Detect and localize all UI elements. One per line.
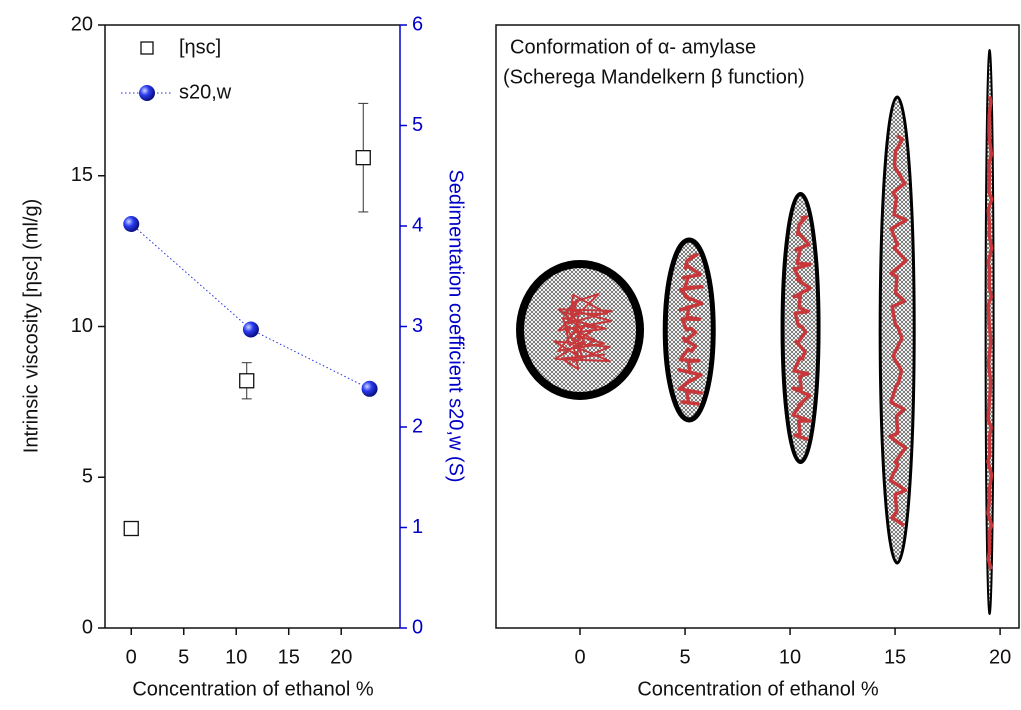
chain	[677, 252, 704, 406]
y2-tick-label: 6	[412, 13, 423, 35]
y-tick-label: 5	[82, 466, 93, 488]
molecule	[878, 95, 916, 565]
legend-marker	[139, 85, 155, 101]
y2-tick-label: 4	[412, 214, 423, 236]
molecule	[984, 49, 995, 615]
x-axis-label: Concentration of ethanol %	[132, 678, 373, 700]
x-tick-label: 15	[278, 646, 300, 668]
y2-axis-label: Sedimentation coefficient s20,w (S)	[445, 169, 467, 482]
y2-tick-label: 2	[412, 415, 423, 437]
x-tick-label: 5	[178, 646, 189, 668]
chain	[791, 215, 812, 442]
molecule	[780, 192, 821, 464]
legend-label: [ηsc]	[179, 36, 221, 58]
y2-tick-label: 5	[412, 114, 423, 136]
x-tick-label: 10	[779, 646, 801, 668]
y2-tick-label: 1	[412, 516, 423, 538]
data-point	[123, 215, 140, 232]
data-point	[239, 373, 255, 389]
legend-label: s20,w	[179, 81, 232, 103]
plot-frame	[495, 24, 1020, 629]
molecule	[516, 260, 645, 400]
x-tick-label: 10	[225, 646, 247, 668]
legend-marker	[140, 41, 154, 55]
y-tick-label: 15	[71, 164, 93, 186]
data-point	[242, 321, 259, 338]
chain	[888, 134, 908, 527]
chain	[986, 95, 994, 570]
x-axis-label: Concentration of ethanol %	[637, 678, 878, 700]
trend-line	[130, 223, 370, 390]
y-tick-label: 20	[71, 13, 93, 35]
data-point	[355, 150, 371, 166]
y-tick-label: 10	[71, 315, 93, 337]
y2-tick-label: 0	[412, 616, 423, 638]
y-axis-label: Intrinsic viscosity [ηsc] (ml/g)	[20, 199, 42, 453]
chain	[553, 292, 613, 371]
data-point	[361, 380, 378, 397]
x-tick-label: 0	[126, 646, 137, 668]
x-tick-label: 0	[574, 646, 585, 668]
x-tick-label: 20	[989, 646, 1011, 668]
y-tick-label: 0	[82, 616, 93, 638]
x-tick-label: 15	[884, 646, 906, 668]
x-tick-label: 5	[679, 646, 690, 668]
panel-title: Conformation of α- amylase	[510, 36, 756, 58]
x-tick-label: 20	[330, 646, 352, 668]
molecule	[662, 237, 716, 423]
data-point	[123, 520, 139, 537]
panel-subtitle: (Scherega Mandelkern β function)	[503, 66, 805, 88]
y2-tick-label: 3	[412, 315, 423, 337]
